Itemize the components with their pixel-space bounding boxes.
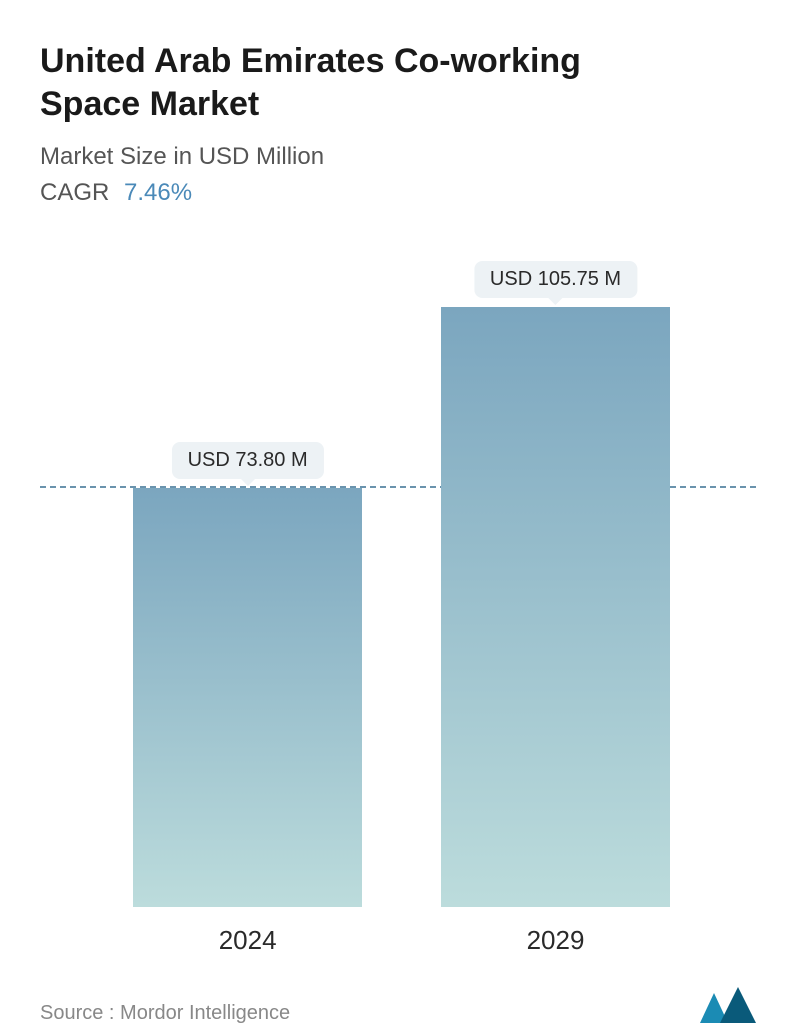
cagr-label: CAGR bbox=[40, 179, 109, 206]
bar-fill bbox=[441, 307, 670, 907]
x-label-2024: 2024 bbox=[133, 925, 362, 956]
value-badge-2024: USD 73.80 M bbox=[172, 442, 324, 479]
cagr-value: 7.46% bbox=[124, 179, 192, 206]
chart-title: United Arab Emirates Co-working Space Ma… bbox=[40, 40, 756, 125]
x-label-2029: 2029 bbox=[441, 925, 670, 956]
value-badge-2029: USD 105.75 M bbox=[474, 261, 637, 298]
chart-subtitle: Market Size in USD Million bbox=[40, 143, 756, 171]
cagr-row: CAGR 7.46% bbox=[40, 179, 756, 207]
footer: Source : Mordor Intelligence bbox=[40, 985, 756, 1031]
bar-fill bbox=[133, 488, 362, 907]
source-text: Source : Mordor Intelligence bbox=[40, 1002, 290, 1025]
x-axis-labels: 2024 2029 bbox=[40, 925, 756, 965]
bar-2024: USD 73.80 M bbox=[133, 488, 362, 907]
plot-region: USD 73.80 M USD 105.75 M bbox=[40, 227, 756, 907]
chart-area: USD 73.80 M USD 105.75 M 2024 2029 bbox=[40, 227, 756, 965]
chart-container: United Arab Emirates Co-working Space Ma… bbox=[0, 0, 796, 1034]
brand-logo-icon bbox=[698, 985, 756, 1025]
bar-2029: USD 105.75 M bbox=[441, 307, 670, 907]
